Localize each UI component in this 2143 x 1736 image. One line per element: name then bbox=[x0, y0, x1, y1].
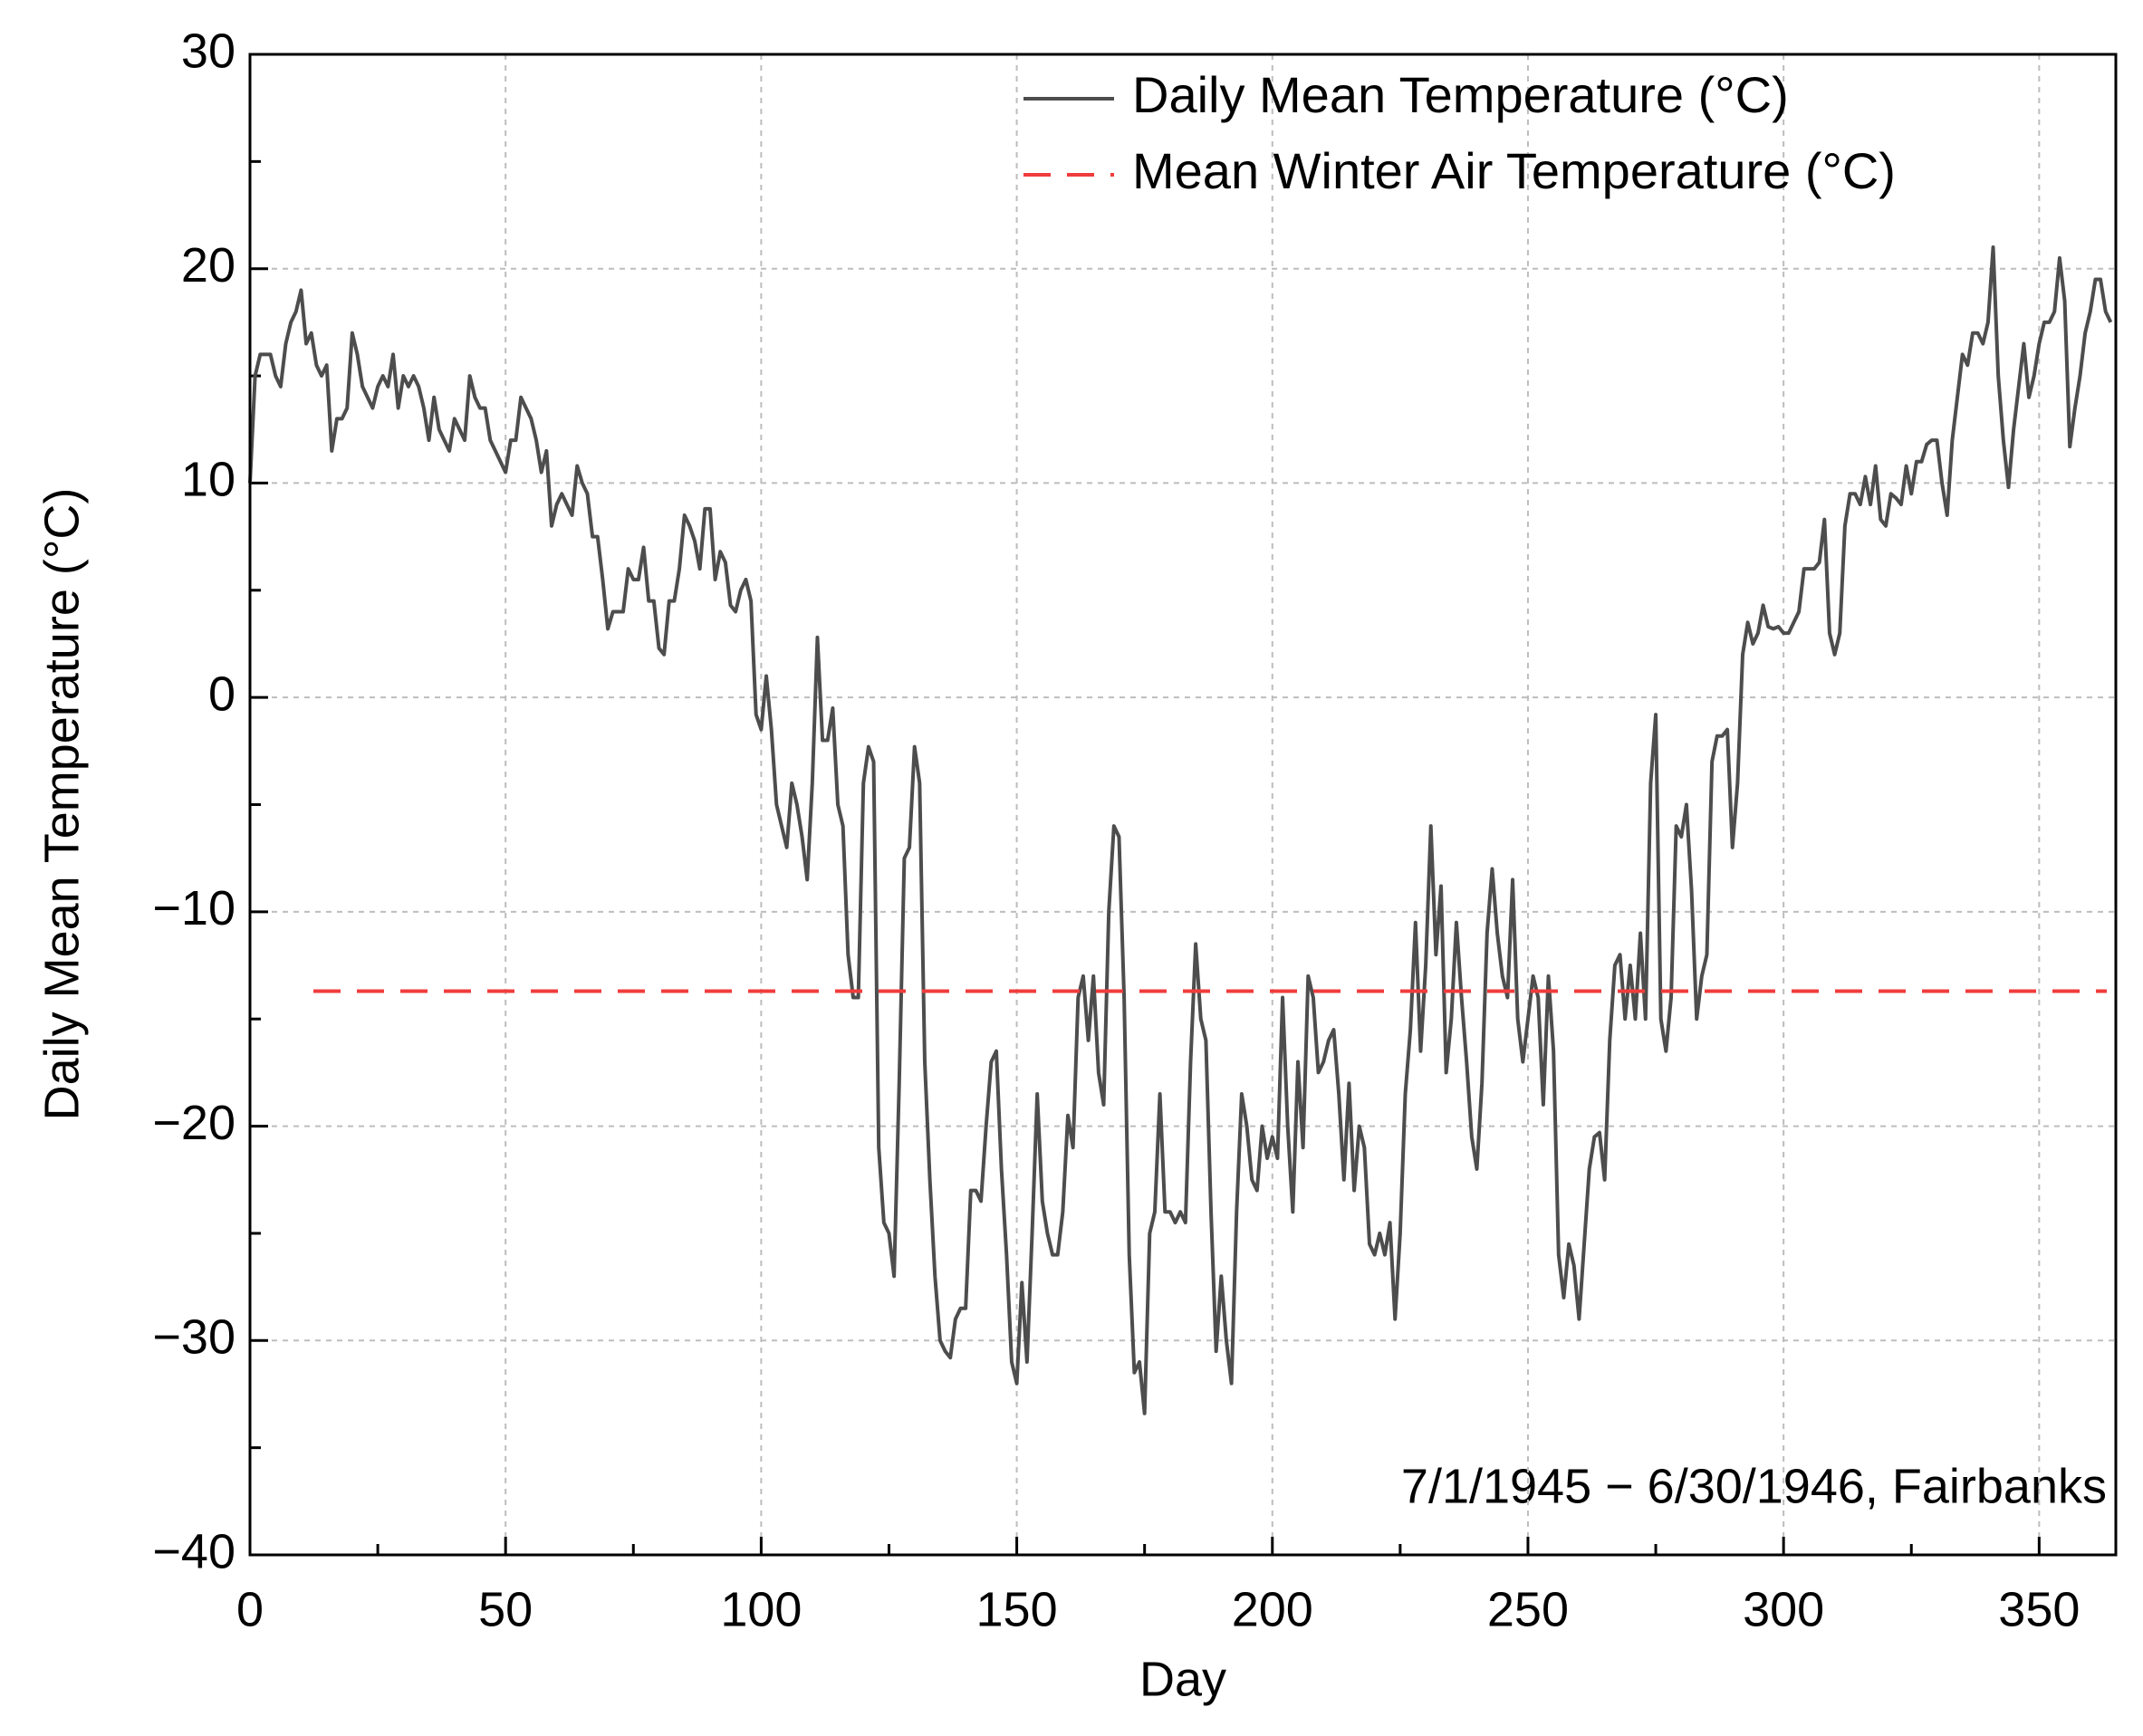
y-tick-label: 10 bbox=[181, 453, 235, 507]
y-tick-label: −30 bbox=[152, 1310, 235, 1365]
annotation: 7/1/1945 − 6/30/1946, Fairbanks bbox=[1401, 1459, 2107, 1513]
x-tick-label: 0 bbox=[236, 1582, 264, 1636]
x-axis-label: Day bbox=[1139, 1652, 1226, 1706]
x-tick-label: 250 bbox=[1487, 1582, 1569, 1636]
y-tick-label: 0 bbox=[208, 667, 235, 721]
x-tick-label: 50 bbox=[478, 1582, 533, 1636]
x-tick-label: 150 bbox=[976, 1582, 1058, 1636]
x-tick-label: 350 bbox=[1998, 1582, 2080, 1636]
x-tick-label: 200 bbox=[1232, 1582, 1313, 1636]
y-tick-label: 30 bbox=[181, 24, 235, 78]
plot-frame bbox=[248, 53, 2118, 1557]
y-tick-label: −20 bbox=[152, 1096, 235, 1150]
legend-label: Daily Mean Temperature (°C) bbox=[1132, 66, 1789, 123]
legend-label: Mean Winter Air Temperature (°C) bbox=[1132, 142, 1896, 199]
y-tick-label: 20 bbox=[181, 238, 235, 293]
x-tick-label: 100 bbox=[720, 1582, 802, 1636]
y-axis-label: Daily Mean Temperature (°C) bbox=[34, 488, 89, 1121]
y-tick-label: −40 bbox=[152, 1524, 235, 1578]
y-tick-label: −10 bbox=[152, 881, 235, 935]
x-tick-label: 300 bbox=[1743, 1582, 1824, 1636]
data-line bbox=[248, 245, 2113, 1415]
